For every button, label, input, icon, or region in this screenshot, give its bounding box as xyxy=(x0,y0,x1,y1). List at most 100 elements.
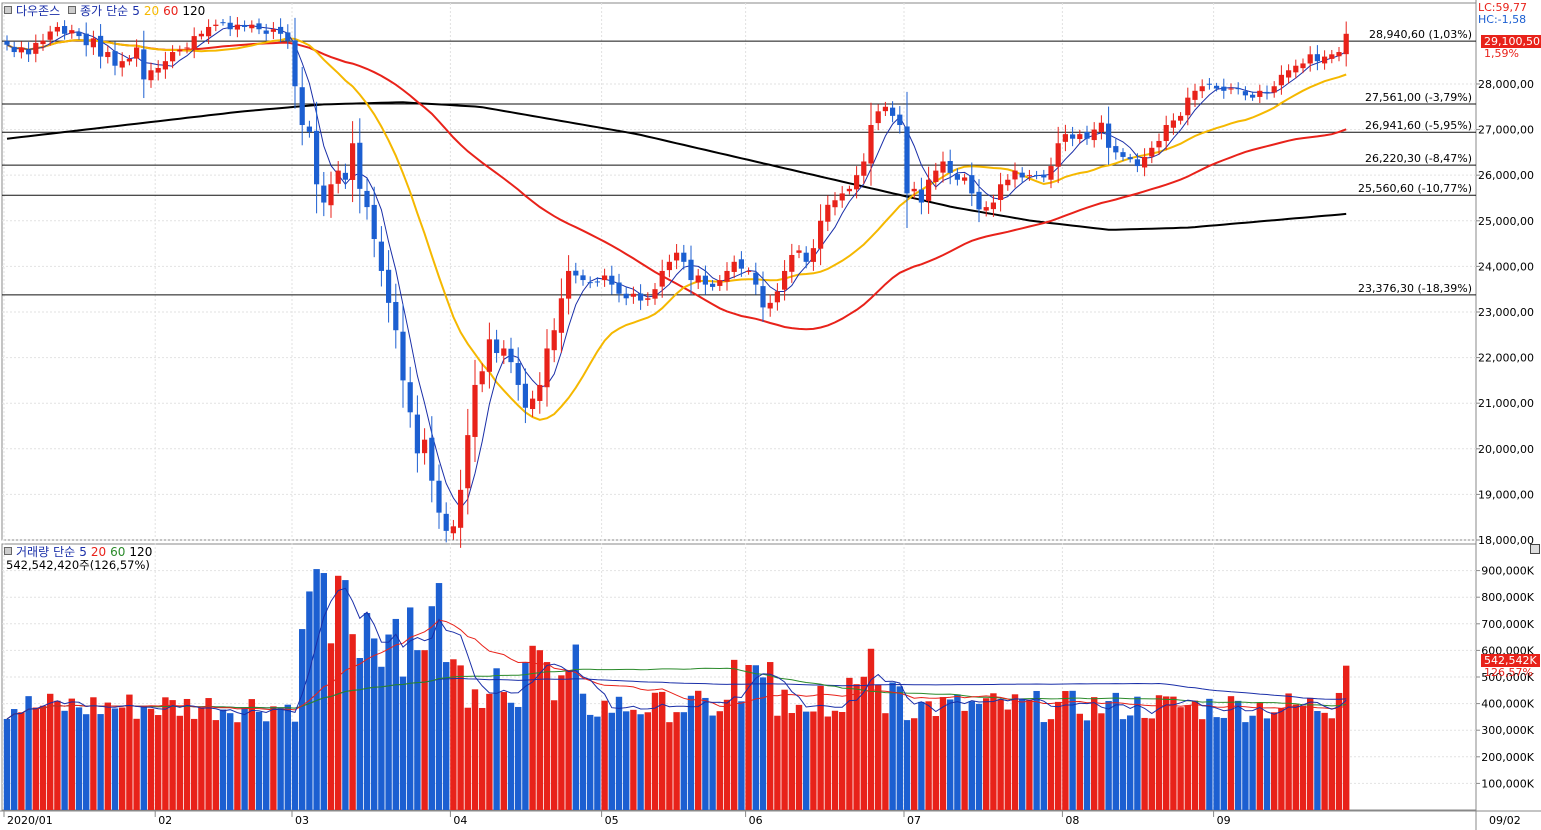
candle-body xyxy=(890,107,896,116)
candle-body xyxy=(782,270,788,290)
candle-body xyxy=(832,200,838,208)
volume-bar xyxy=(716,711,723,810)
volume-bar xyxy=(1105,701,1112,810)
volume-bar xyxy=(788,713,795,810)
candle-body xyxy=(710,283,716,287)
candle-body xyxy=(414,414,420,454)
candle-body xyxy=(119,61,125,68)
reference-line-label: 25,560,60 (-10,77%) xyxy=(1358,182,1472,195)
volume-bar xyxy=(767,662,774,810)
volume-current-text: 542,542,420주(126,57%) xyxy=(6,558,150,572)
candle-body xyxy=(522,383,528,408)
volume-bar xyxy=(399,676,407,810)
volume-bar xyxy=(1335,692,1343,810)
volume-bar xyxy=(54,700,61,810)
volume-bar xyxy=(630,709,637,810)
candle-body xyxy=(314,130,320,185)
candle-body xyxy=(270,29,276,32)
volume-bar xyxy=(954,694,961,810)
volume-bar xyxy=(543,662,551,810)
candle-body xyxy=(983,207,989,211)
price-tick-label: 18,000,00 xyxy=(1478,534,1534,547)
panel-toggle-icon[interactable] xyxy=(4,6,12,14)
candle-body xyxy=(256,23,262,30)
candle-body xyxy=(1149,147,1155,157)
candle-body xyxy=(846,188,852,192)
volume-bar xyxy=(1256,702,1263,810)
volume-bar xyxy=(594,716,601,810)
candle-body xyxy=(854,175,860,190)
candle-body xyxy=(328,184,334,206)
volume-bar xyxy=(1134,696,1141,810)
volume-bar xyxy=(529,645,536,810)
volume-bar xyxy=(817,685,824,810)
volume-bar xyxy=(738,701,745,810)
volume-bar xyxy=(752,665,759,810)
candle-body xyxy=(630,293,636,297)
candle-body xyxy=(508,348,514,363)
volume-bar xyxy=(687,695,695,810)
candle-body xyxy=(573,270,579,276)
panel-toggle-icon[interactable] xyxy=(4,547,12,555)
volume-bar xyxy=(1314,711,1321,810)
volume-bar xyxy=(457,665,464,810)
volume-bar xyxy=(1040,722,1047,810)
volume-bar xyxy=(61,710,68,810)
candle-body xyxy=(803,252,809,262)
volume-bar xyxy=(126,694,133,810)
volume-bar xyxy=(270,706,277,810)
volume-bar xyxy=(565,670,572,810)
volume-bar xyxy=(1026,699,1033,810)
volume-bar xyxy=(263,721,270,810)
volume-bar xyxy=(1127,715,1134,810)
candle-body xyxy=(947,161,953,173)
candle-body xyxy=(1286,70,1292,78)
volume-bar xyxy=(327,643,335,810)
volume-bar xyxy=(219,709,227,810)
candle-body xyxy=(357,142,363,189)
volume-bar xyxy=(421,650,428,810)
volume-bar xyxy=(1292,704,1299,810)
candle-body xyxy=(796,250,802,253)
candle-body xyxy=(1271,86,1277,93)
candle-body xyxy=(1134,159,1140,167)
candle-body xyxy=(918,189,924,203)
volume-bar xyxy=(255,712,263,810)
volume-bar xyxy=(1047,719,1055,810)
volume-bar xyxy=(335,575,342,810)
candle-body xyxy=(702,275,708,285)
volume-bar xyxy=(846,677,853,810)
panel-collapse-icon[interactable] xyxy=(1530,544,1540,554)
volume-bar xyxy=(731,659,738,810)
volume-legend: 거래량 단순 5 20 60 120 xyxy=(4,543,156,560)
volume-tick-label: 400,000K xyxy=(1481,698,1534,711)
panel-toggle-icon[interactable] xyxy=(68,6,76,14)
volume-tick-label: 700,000K xyxy=(1481,618,1534,631)
volume-bar xyxy=(291,721,299,810)
candle-body xyxy=(551,330,557,351)
volume-bar xyxy=(191,718,198,810)
candle-body xyxy=(1242,91,1248,96)
candle-body xyxy=(378,241,384,271)
volume-bar xyxy=(1235,700,1242,810)
price-tick-label: 22,000,00 xyxy=(1478,352,1534,365)
volume-bar xyxy=(702,697,709,810)
time-tick-label: 02 xyxy=(158,814,172,827)
candle-body xyxy=(191,36,197,50)
candle-body xyxy=(810,248,816,262)
candle-body xyxy=(112,51,118,66)
time-tick-label: 09 xyxy=(1217,814,1231,827)
candle-body xyxy=(1307,54,1313,64)
candle-body xyxy=(760,286,766,308)
volume-bar xyxy=(1285,693,1292,810)
candle-body xyxy=(731,261,737,272)
candle-body xyxy=(566,270,572,299)
volume-tick-label: 800,000K xyxy=(1481,591,1534,604)
candle-body xyxy=(1048,166,1054,180)
volume-ma5-line xyxy=(6,587,1347,720)
volume-bar xyxy=(299,629,306,810)
volume-bar xyxy=(493,668,500,810)
volume-bar xyxy=(205,698,212,810)
candle-body xyxy=(1041,174,1047,178)
